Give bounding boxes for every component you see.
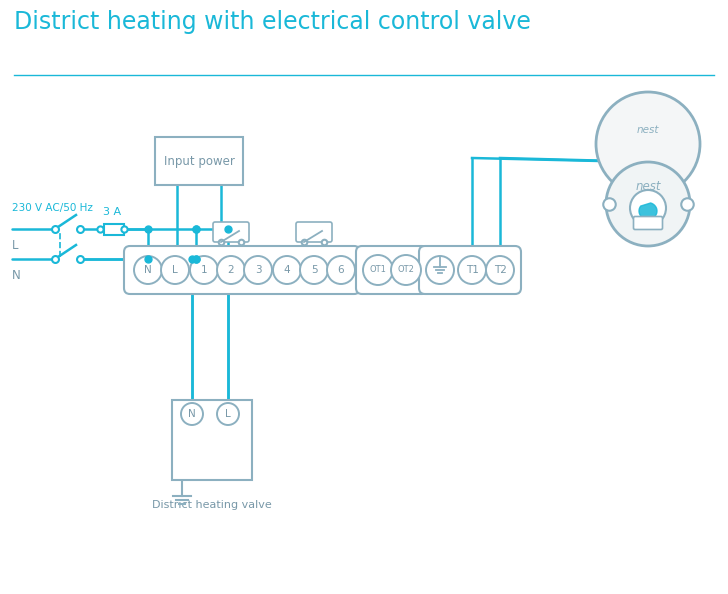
Text: 1: 1	[201, 265, 207, 275]
Circle shape	[181, 403, 203, 425]
Text: 5: 5	[311, 265, 317, 275]
Circle shape	[630, 190, 666, 226]
FancyBboxPatch shape	[419, 246, 521, 294]
Text: N: N	[144, 265, 152, 275]
Bar	[172, 400, 252, 480]
Circle shape	[391, 255, 421, 285]
Text: nest: nest	[636, 179, 661, 192]
Text: N: N	[12, 269, 21, 282]
FancyBboxPatch shape	[633, 216, 662, 229]
Circle shape	[134, 256, 162, 284]
Circle shape	[217, 256, 245, 284]
FancyBboxPatch shape	[213, 222, 249, 242]
Text: nest: nest	[637, 125, 660, 135]
Text: 3 A: 3 A	[103, 207, 121, 217]
Text: T1: T1	[466, 265, 478, 275]
Text: L: L	[225, 409, 231, 419]
Text: L: L	[12, 239, 18, 252]
Circle shape	[363, 255, 393, 285]
Circle shape	[161, 256, 189, 284]
Circle shape	[606, 162, 690, 246]
Text: District heating with electrical control valve: District heating with electrical control…	[14, 10, 531, 34]
Circle shape	[244, 256, 272, 284]
Circle shape	[217, 403, 239, 425]
Text: N: N	[188, 409, 196, 419]
Text: L: L	[172, 265, 178, 275]
Circle shape	[327, 256, 355, 284]
Circle shape	[273, 256, 301, 284]
Text: OT2: OT2	[397, 266, 414, 274]
Text: OT1: OT1	[370, 266, 387, 274]
Bar	[155, 137, 243, 185]
Text: Input power: Input power	[164, 154, 234, 168]
Circle shape	[458, 256, 486, 284]
Circle shape	[190, 256, 218, 284]
FancyBboxPatch shape	[356, 246, 428, 294]
Text: 230 V AC/50 Hz: 230 V AC/50 Hz	[12, 203, 93, 213]
Text: 6: 6	[338, 265, 344, 275]
Text: 3: 3	[255, 265, 261, 275]
FancyBboxPatch shape	[296, 222, 332, 242]
Circle shape	[596, 92, 700, 196]
Text: 2: 2	[228, 265, 234, 275]
Bar	[104, 223, 124, 235]
Text: District heating valve: District heating valve	[152, 500, 272, 510]
Circle shape	[426, 256, 454, 284]
Text: T2: T2	[494, 265, 507, 275]
Text: 12 V: 12 V	[634, 204, 662, 217]
Text: 4: 4	[284, 265, 290, 275]
FancyBboxPatch shape	[124, 246, 360, 294]
Circle shape	[486, 256, 514, 284]
Circle shape	[300, 256, 328, 284]
Polygon shape	[639, 203, 657, 219]
